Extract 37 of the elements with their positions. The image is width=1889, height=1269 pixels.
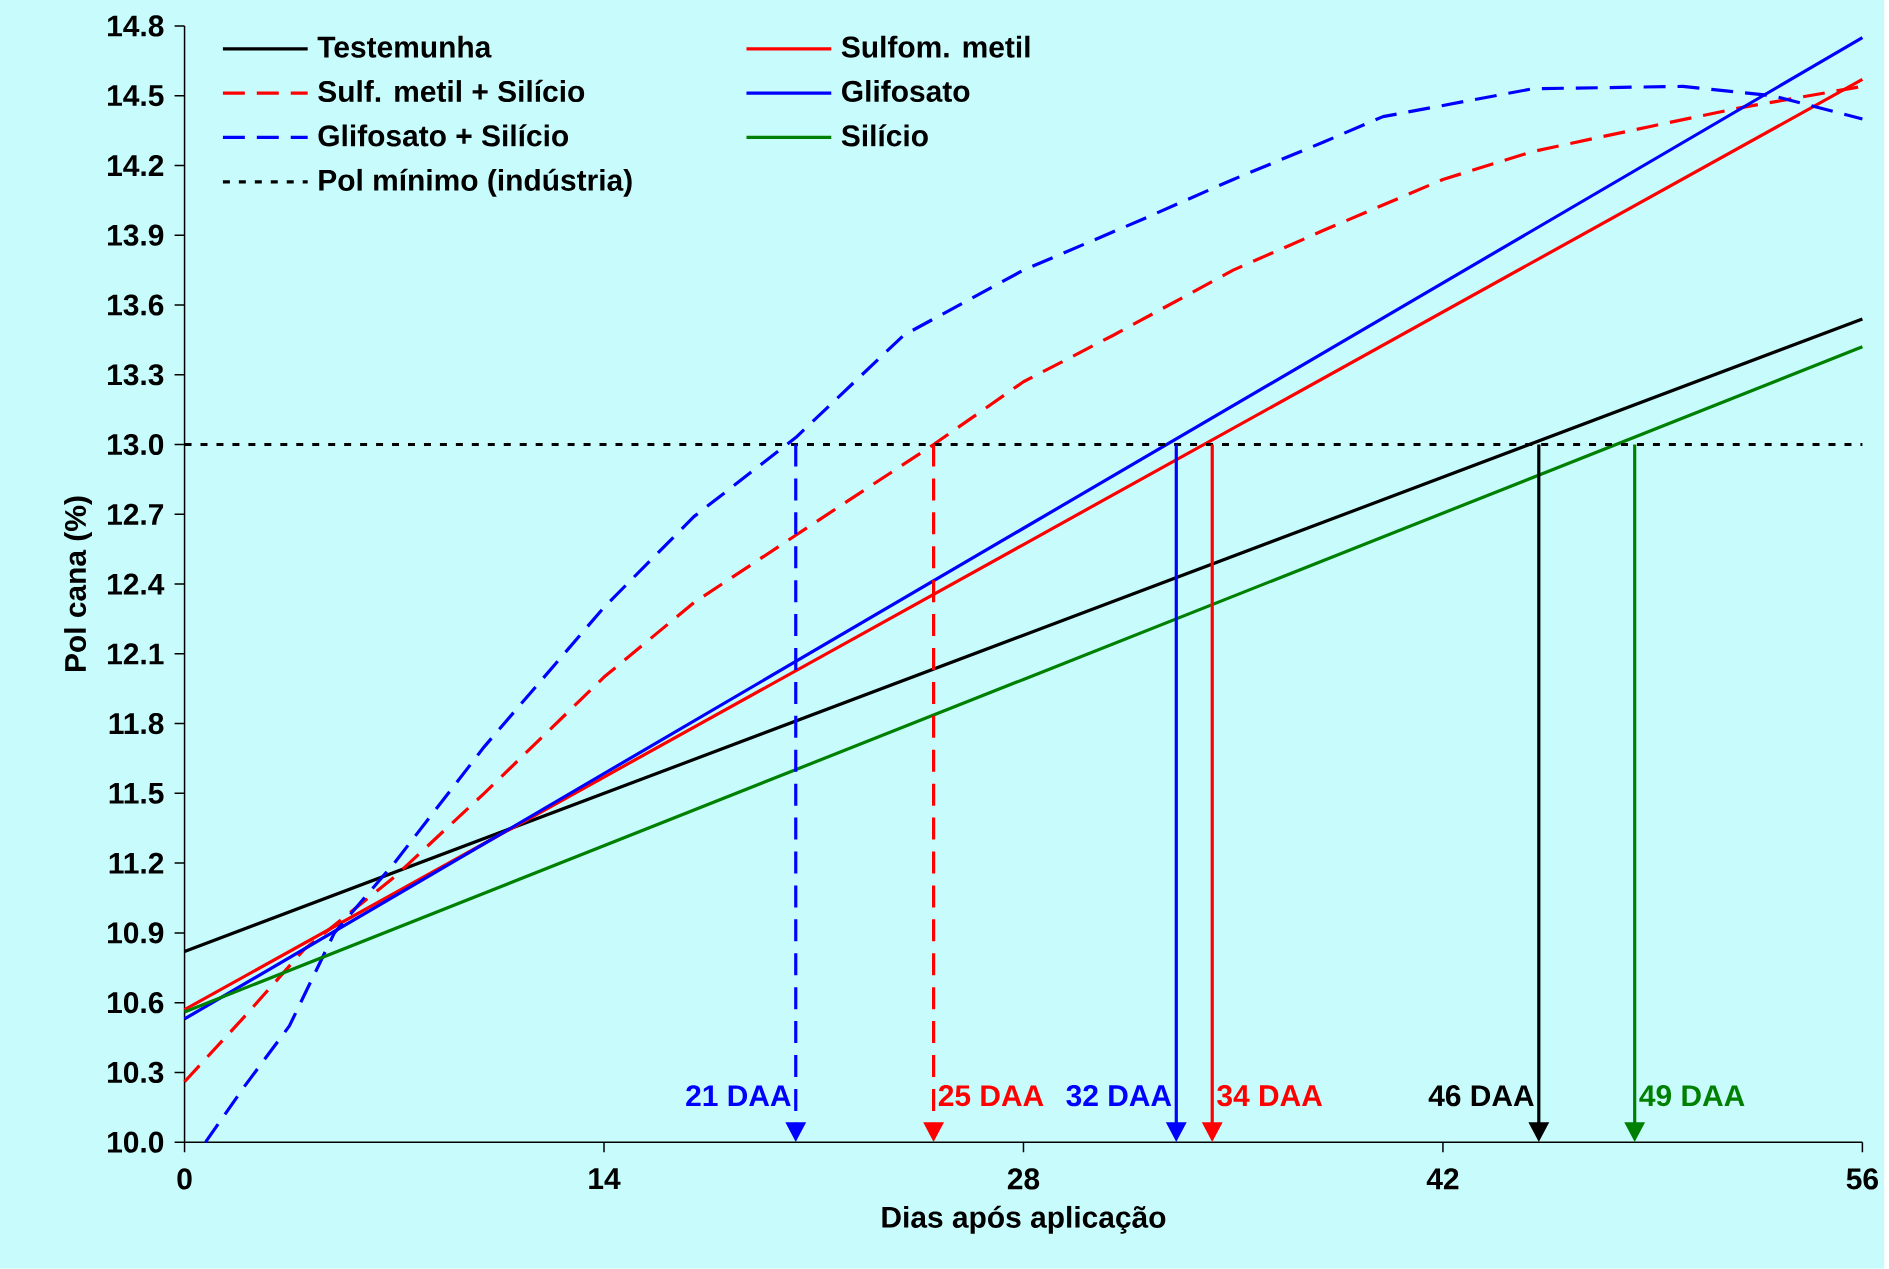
y-tick-label: 14.2 bbox=[108, 155, 164, 176]
legend-label: Pol mínimo (indústria) bbox=[319, 168, 632, 197]
y-tick-label: 11.8 bbox=[109, 713, 164, 735]
annotation: 25 DAA bbox=[938, 1085, 1044, 1107]
y-tick-label: 13.9 bbox=[108, 224, 164, 246]
y-tick-label: 10.0 bbox=[108, 1131, 164, 1153]
y-axis-title: Pol cana (%) bbox=[64, 496, 92, 672]
x-tick-label: 14 bbox=[589, 1168, 621, 1189]
y-tick-label: 11.5 bbox=[109, 782, 164, 804]
y-tick-label: 10.3 bbox=[108, 1061, 164, 1084]
annotation: 34 DAA bbox=[1217, 1085, 1323, 1107]
x-axis-title: Dias após aplicação bbox=[882, 1205, 1166, 1234]
legend-label: Testemunha bbox=[317, 35, 492, 58]
x-tick-label: 56 bbox=[1846, 1168, 1878, 1190]
legend-label: Sulfom. metil bbox=[841, 35, 1030, 58]
x-tick-label: 28 bbox=[1007, 1168, 1040, 1190]
annotation: 21 DAA bbox=[686, 1085, 791, 1107]
legend-label: Glifosato + Silício bbox=[318, 124, 569, 147]
legend-label: Sulf. metil + Silício bbox=[318, 79, 585, 103]
annotation: 46 DAA bbox=[1428, 1085, 1534, 1107]
y-tick-label: 14.5 bbox=[108, 85, 164, 107]
y-tick-label: 12.7 bbox=[108, 503, 164, 525]
y-tick-label: 10.6 bbox=[108, 992, 164, 1014]
y-tick-label: 12.1 bbox=[108, 643, 164, 665]
x-tick-label: 0 bbox=[177, 1168, 192, 1190]
legend-label: Glifosato bbox=[842, 80, 970, 103]
y-tick-label: 13.6 bbox=[108, 294, 164, 316]
y-tick-label: 14.8 bbox=[108, 15, 164, 37]
annotation: 49 DAA bbox=[1639, 1085, 1745, 1107]
y-tick-label: 10.9 bbox=[108, 922, 164, 944]
y-tick-label: 13.0 bbox=[108, 433, 164, 456]
y-tick-label: 12.4 bbox=[108, 573, 165, 595]
y-tick-label: 11.2 bbox=[109, 852, 164, 874]
legend-label: Silício bbox=[841, 124, 928, 147]
x-tick-label: 42 bbox=[1426, 1168, 1459, 1190]
y-tick-label: 13.3 bbox=[108, 364, 164, 386]
annotation: 32 DAA bbox=[1066, 1085, 1172, 1107]
